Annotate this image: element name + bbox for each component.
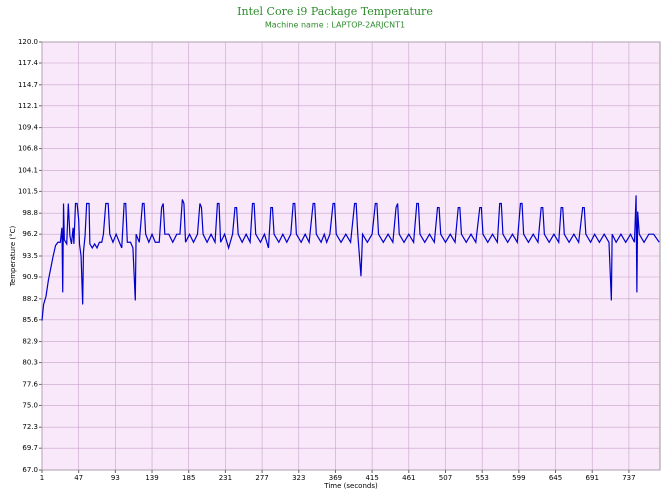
y-tick-label: 109.4 [18,124,39,132]
x-tick-label: 93 [111,474,120,482]
x-tick-label: 737 [622,474,635,482]
y-tick-label: 72.3 [22,423,38,431]
x-tick-label: 139 [145,474,158,482]
y-tick-label: 114.7 [18,81,38,89]
y-tick-label: 67.0 [22,466,38,474]
y-tick-label: 96.2 [22,230,38,238]
y-tick-label: 90.9 [22,273,38,281]
y-tick-label: 117.4 [18,59,39,67]
chart-title: Intel Core i9 Package Temperature [237,5,433,18]
x-tick-label: 185 [182,474,195,482]
x-tick-label: 599 [512,474,525,482]
x-tick-label: 369 [329,474,342,482]
x-tick-label: 231 [219,474,232,482]
y-tick-label: 75.0 [22,401,38,409]
x-tick-label: 323 [292,474,305,482]
y-tick-label: 85.6 [22,316,38,324]
x-tick-label: 553 [475,474,488,482]
y-tick-label: 88.2 [22,295,38,303]
y-tick-label: 77.6 [22,380,38,388]
y-tick-label: 80.3 [22,359,38,367]
x-tick-label: 691 [586,474,599,482]
y-tick-label: 101.5 [18,187,38,195]
y-tick-label: 112.1 [18,102,38,110]
x-tick-label: 461 [402,474,415,482]
x-tick-label: 47 [74,474,83,482]
x-tick-label: 507 [439,474,452,482]
y-tick-label: 93.5 [22,252,38,260]
y-tick-label: 98.8 [22,209,38,217]
x-tick-label: 415 [365,474,378,482]
y-axis-label: Temperature (°C) [9,226,17,288]
x-tick-label: 1 [40,474,44,482]
y-tick-label: 106.8 [18,145,38,153]
data-line [41,195,660,321]
x-tick-label: 277 [255,474,268,482]
y-tick-label: 82.9 [22,338,38,346]
y-tick-label: 120.0 [18,38,38,46]
x-tick-label: 645 [549,474,562,482]
chart-subtitle: Machine name : LAPTOP-2ARJCNT1 [265,21,405,30]
x-axis-label: Time (seconds) [323,482,378,490]
y-tick-label: 104.1 [18,166,38,174]
y-tick-label: 69.7 [22,444,38,452]
